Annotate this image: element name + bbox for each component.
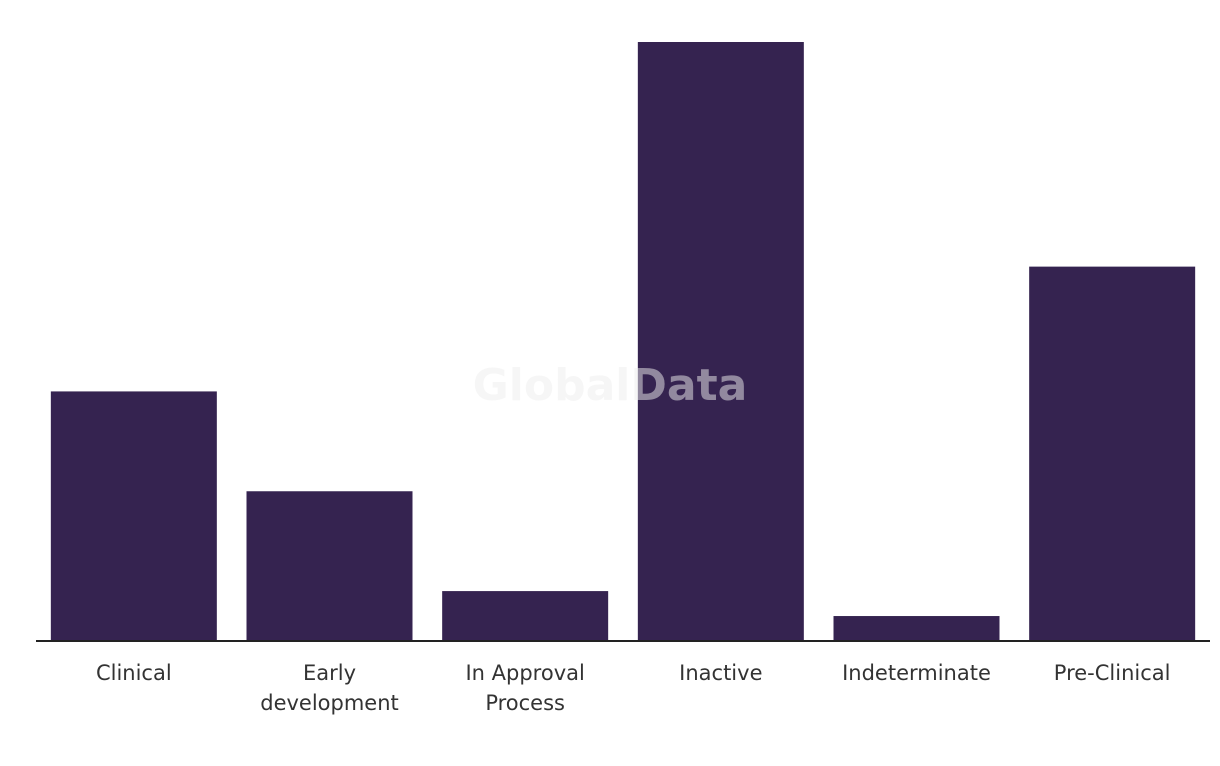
watermark: GlobalData <box>473 360 748 411</box>
bar <box>833 616 1000 641</box>
bar <box>246 491 413 641</box>
x-tick-label: Inactive <box>679 661 763 685</box>
bar <box>1029 266 1196 641</box>
x-tick-label: Indeterminate <box>842 661 991 685</box>
x-tick-label: Early development <box>260 661 399 715</box>
x-tick-label: In Approval Process <box>465 661 585 715</box>
bar <box>442 591 609 641</box>
bar <box>637 42 804 641</box>
x-tick-label: Clinical <box>95 661 172 685</box>
bar <box>50 391 217 641</box>
x-tick-label: Pre-Clinical <box>1053 661 1171 685</box>
